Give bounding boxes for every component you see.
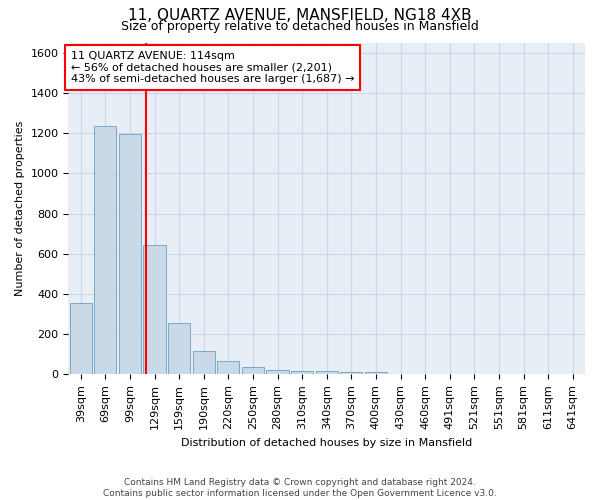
Bar [168, 323, 190, 374]
Bar [217, 362, 239, 374]
Bar [94, 126, 116, 374]
Bar [365, 372, 387, 374]
Bar [119, 134, 141, 374]
Bar [143, 244, 166, 374]
Bar [340, 372, 362, 374]
Bar [291, 371, 313, 374]
Bar [266, 370, 289, 374]
Bar [193, 352, 215, 374]
Bar [70, 303, 92, 374]
Text: Size of property relative to detached houses in Mansfield: Size of property relative to detached ho… [121, 20, 479, 33]
Text: Contains HM Land Registry data © Crown copyright and database right 2024.
Contai: Contains HM Land Registry data © Crown c… [103, 478, 497, 498]
Bar [242, 368, 264, 374]
Text: 11 QUARTZ AVENUE: 114sqm
← 56% of detached houses are smaller (2,201)
43% of sem: 11 QUARTZ AVENUE: 114sqm ← 56% of detach… [71, 51, 355, 84]
Text: 11, QUARTZ AVENUE, MANSFIELD, NG18 4XB: 11, QUARTZ AVENUE, MANSFIELD, NG18 4XB [128, 8, 472, 22]
Bar [316, 372, 338, 374]
Y-axis label: Number of detached properties: Number of detached properties [15, 121, 25, 296]
X-axis label: Distribution of detached houses by size in Mansfield: Distribution of detached houses by size … [181, 438, 472, 448]
